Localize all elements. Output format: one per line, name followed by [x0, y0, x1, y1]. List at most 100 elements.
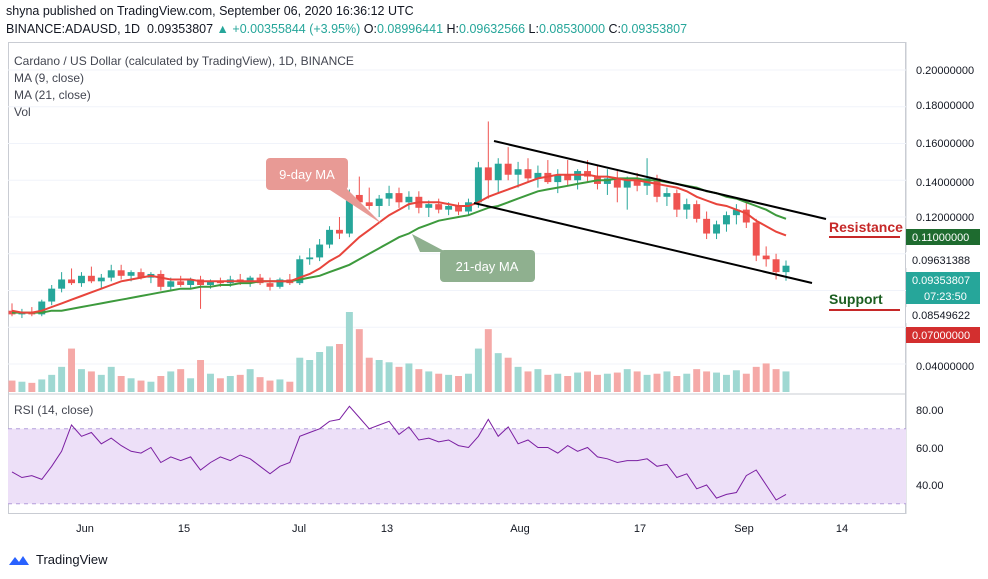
candle: [693, 200, 701, 223]
symbol-ohlc-line: BINANCE:ADAUSD, 1D 0.09353807 ▲ +0.00355…: [6, 22, 687, 36]
volume-bar: [365, 357, 373, 392]
candle: [256, 273, 264, 285]
candle-body: [365, 202, 373, 206]
lower-channel-line: [473, 202, 813, 284]
legend-vol[interactable]: Vol: [14, 105, 31, 119]
volume-bar: [673, 376, 681, 392]
volume-bars: [8, 312, 790, 392]
volume-bar: [772, 369, 780, 392]
candle-body: [435, 204, 443, 210]
candle-body: [316, 244, 324, 258]
brand-name: TradingView: [36, 552, 108, 567]
volume-bar: [28, 382, 36, 392]
price-tick-4: 0.12000000: [916, 212, 974, 224]
candle: [564, 160, 572, 186]
volume-bar: [455, 376, 463, 392]
price-change: +0.00355844 (+3.95%): [232, 22, 361, 36]
volume-bar: [286, 381, 294, 392]
rsi-axis: 80.00 60.00 40.00: [916, 405, 944, 492]
current-price-tag: [906, 272, 980, 304]
volume-bar: [782, 371, 790, 392]
candle-body: [713, 224, 721, 234]
volume-bar: [38, 379, 46, 392]
candle: [77, 272, 85, 287]
current-price-text: 0.09353807: [912, 275, 970, 287]
candle: [58, 272, 66, 293]
time-label-15: 15: [178, 523, 190, 535]
candle-body: [752, 222, 760, 256]
volume-bar: [167, 371, 175, 392]
volume-bar: [762, 363, 770, 392]
candle: [48, 284, 56, 306]
candle: [623, 176, 631, 210]
volume-bar: [58, 366, 66, 392]
candle-body: [455, 205, 463, 212]
candle-body: [107, 270, 115, 278]
volume-bar: [246, 369, 254, 392]
legend-ma9[interactable]: MA (9, close): [14, 71, 85, 85]
candle: [395, 187, 403, 208]
candle-body: [117, 270, 125, 276]
close-label: C:: [608, 22, 622, 36]
volume-bar: [8, 380, 16, 392]
candle: [713, 220, 721, 240]
tradingview-brand[interactable]: TradingView: [8, 552, 108, 567]
candle-body: [732, 209, 740, 216]
candle-body: [326, 229, 334, 245]
candle: [673, 189, 681, 217]
candle-body: [504, 163, 512, 175]
candle: [38, 299, 46, 317]
time-label-aug: Aug: [510, 523, 530, 535]
resistance-tag-text: 0.11000000: [912, 232, 969, 244]
candle: [385, 185, 393, 206]
candle-body: [77, 275, 85, 284]
rsi-legend: RSI (14, close): [14, 403, 93, 417]
candle: [732, 204, 740, 225]
candle: [455, 202, 463, 216]
time-label-jul: Jul: [292, 523, 306, 535]
candle-body: [554, 174, 562, 183]
candle-body: [266, 283, 274, 287]
candle: [177, 275, 185, 287]
up-arrow-icon: ▲: [216, 22, 229, 36]
support-tag: [906, 327, 980, 343]
candle: [504, 147, 512, 181]
price-tick-5: 0.04000000: [916, 361, 974, 373]
price-axis: 0.20000000 0.18000000 0.16000000 0.14000…: [916, 65, 974, 373]
candle-body: [534, 172, 542, 179]
high-tag-text: 0.09631388: [912, 255, 970, 267]
volume-bar: [663, 371, 671, 392]
legend-ma21[interactable]: MA (21, close): [14, 88, 91, 102]
volume-bar: [504, 357, 512, 392]
volume-bar: [474, 348, 482, 392]
tradingview-logo-icon: [9, 555, 29, 565]
candle-body: [653, 178, 661, 197]
chart-title: Cardano / US Dollar (calculated by Tradi…: [14, 54, 354, 68]
candle-body: [782, 265, 790, 273]
candle-body: [58, 279, 66, 289]
price-tick-3: 0.14000000: [916, 177, 974, 189]
candle: [316, 239, 324, 262]
volume-bar: [296, 357, 304, 392]
time-label-17: 17: [634, 523, 646, 535]
candle-body: [405, 196, 413, 203]
candle: [762, 246, 770, 267]
rsi-line: [11, 405, 787, 501]
volume-bar: [425, 371, 433, 392]
volume-bar: [127, 378, 135, 392]
candle-body: [673, 193, 681, 210]
candle: [633, 172, 641, 192]
volume-bar: [197, 360, 205, 392]
candle: [306, 248, 314, 265]
candle: [514, 161, 522, 188]
volume-bar: [683, 373, 691, 392]
volume-bar: [633, 371, 641, 392]
volume-bar: [375, 360, 383, 392]
high-tag: [906, 252, 980, 268]
volume-bar: [147, 381, 155, 392]
candle-body: [633, 180, 641, 186]
candle-body: [395, 193, 403, 203]
volume-bar: [703, 371, 711, 392]
candle-body: [524, 169, 532, 179]
